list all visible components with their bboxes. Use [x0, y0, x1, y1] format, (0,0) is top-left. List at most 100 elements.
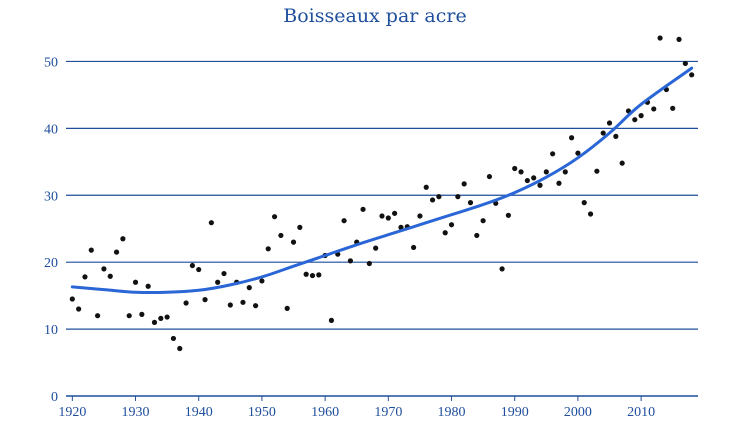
x-tick-label: 1990 [501, 405, 529, 420]
data-point [619, 160, 625, 166]
data-point [170, 335, 177, 342]
data-point [278, 232, 284, 239]
x-tick-label: 1920 [58, 405, 86, 420]
data-point [309, 272, 316, 279]
data-point [689, 72, 695, 78]
data-point [347, 258, 353, 264]
data-point [556, 180, 562, 186]
data-point [606, 120, 613, 126]
data-point [145, 283, 151, 289]
data-point [177, 345, 183, 352]
data-point [259, 278, 265, 284]
x-tick-label: 1960 [311, 405, 339, 420]
data-point [183, 300, 189, 306]
x-tick-label: 1950 [248, 405, 276, 420]
data-point [594, 168, 600, 174]
data-point [246, 285, 252, 291]
chart-title: Boisseaux par acre [283, 5, 466, 27]
data-point [474, 232, 480, 239]
data-point [208, 220, 214, 226]
data-point [676, 36, 682, 42]
data-point [657, 35, 663, 41]
data-point [139, 311, 145, 317]
data-point [373, 245, 379, 251]
data-point [537, 182, 543, 188]
data-point [253, 303, 259, 309]
data-point [442, 230, 448, 236]
data-point [499, 266, 505, 272]
data-point [316, 272, 322, 278]
data-point [328, 317, 335, 323]
data-point [448, 222, 455, 228]
x-tick-label: 2010 [627, 405, 655, 420]
data-point [632, 117, 638, 123]
x-tick-label: 2000 [564, 405, 592, 420]
data-point [575, 150, 581, 156]
trend-series [70, 66, 694, 295]
data-point [189, 262, 195, 269]
data-point [682, 60, 688, 67]
data-point [417, 213, 423, 219]
data-point [271, 214, 278, 220]
data-point [411, 244, 417, 251]
x-tick-label: 1930 [122, 405, 150, 420]
data-point [480, 218, 486, 224]
x-axis: 1920 1930 1940 1950 1960 1970 1980 1990 2000 2010 [58, 396, 655, 420]
data-point [196, 266, 202, 273]
x-tick-label: 1940 [185, 405, 213, 420]
data-point [101, 266, 107, 272]
data-point [600, 130, 606, 136]
data-point [113, 249, 120, 255]
data-point [398, 224, 404, 230]
data-point [132, 279, 139, 285]
data-point [379, 213, 385, 219]
data-point [569, 135, 575, 141]
data-point [613, 133, 619, 139]
x-tick-label: 1980 [438, 405, 466, 420]
data-point [366, 260, 372, 267]
data-point [429, 197, 436, 203]
data-point [392, 210, 398, 216]
data-point [107, 273, 113, 279]
data-point [505, 212, 511, 218]
y-tick-label: 10 [44, 323, 58, 338]
data-point [543, 169, 549, 175]
data-point [76, 306, 82, 312]
y-tick-label: 20 [44, 256, 58, 271]
data-point [221, 270, 227, 277]
data-point [265, 246, 271, 252]
x-tick-label: 1970 [374, 405, 402, 420]
trend-line [70, 66, 694, 295]
data-point [69, 296, 75, 302]
y-tick-label: 30 [44, 189, 58, 204]
data-point [518, 169, 524, 175]
y-axis: 0 10 20 30 40 50 [44, 55, 58, 405]
data-point [95, 313, 101, 319]
data-point [227, 302, 233, 308]
data-point [461, 181, 467, 187]
data-point [158, 315, 164, 321]
scatter-series [69, 35, 695, 352]
data-point [126, 313, 132, 319]
data-point [284, 305, 290, 311]
data-point [486, 173, 493, 180]
data-point [360, 206, 366, 212]
y-tick-label: 50 [44, 55, 58, 70]
data-point [531, 175, 537, 181]
data-point [297, 224, 303, 230]
data-point [455, 194, 461, 200]
data-point [303, 271, 309, 277]
data-point [524, 177, 530, 184]
data-point [651, 106, 657, 112]
data-point [670, 105, 676, 111]
data-point [341, 218, 347, 224]
data-point [638, 113, 644, 119]
data-point [467, 200, 474, 206]
data-point [240, 299, 246, 305]
data-point [202, 297, 208, 303]
y-tick-label: 40 [44, 122, 58, 137]
data-point [82, 274, 88, 280]
data-point [581, 200, 587, 206]
data-point [550, 151, 556, 157]
